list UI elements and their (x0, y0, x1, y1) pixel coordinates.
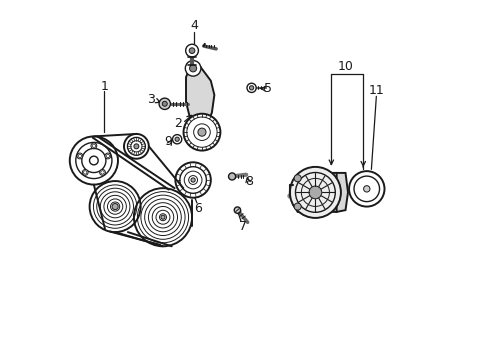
Circle shape (246, 83, 256, 93)
Text: 8: 8 (244, 175, 252, 188)
Polygon shape (336, 173, 347, 212)
Circle shape (191, 178, 195, 182)
Circle shape (78, 154, 81, 158)
Circle shape (189, 48, 195, 54)
Circle shape (308, 186, 321, 199)
Circle shape (161, 215, 164, 219)
Text: 4: 4 (190, 19, 198, 32)
Circle shape (162, 101, 167, 106)
Circle shape (228, 173, 235, 180)
Circle shape (348, 171, 384, 207)
Circle shape (185, 44, 198, 57)
Text: 2: 2 (174, 117, 182, 130)
Circle shape (172, 135, 182, 144)
Circle shape (77, 153, 82, 159)
Text: 11: 11 (368, 84, 384, 97)
Circle shape (183, 114, 220, 150)
Circle shape (101, 171, 104, 174)
Circle shape (106, 154, 109, 158)
Circle shape (293, 175, 301, 182)
Circle shape (175, 137, 179, 141)
Circle shape (134, 144, 139, 149)
Circle shape (189, 65, 196, 72)
Circle shape (289, 167, 340, 218)
Circle shape (91, 143, 97, 149)
Text: 3: 3 (147, 93, 155, 106)
Text: 7: 7 (239, 220, 246, 233)
Polygon shape (185, 64, 214, 125)
Circle shape (112, 203, 118, 210)
Text: 6: 6 (194, 202, 202, 215)
Circle shape (198, 128, 205, 136)
Text: 5: 5 (263, 82, 271, 95)
Circle shape (363, 186, 369, 192)
Circle shape (89, 156, 98, 165)
Circle shape (82, 170, 88, 175)
Circle shape (92, 144, 95, 148)
Circle shape (234, 207, 240, 213)
Polygon shape (293, 173, 339, 212)
Circle shape (159, 98, 170, 109)
Circle shape (249, 86, 253, 90)
Circle shape (83, 171, 87, 174)
Circle shape (293, 203, 301, 210)
Circle shape (105, 153, 110, 159)
Text: 9: 9 (164, 135, 172, 148)
Text: 1: 1 (101, 80, 108, 93)
Circle shape (185, 60, 201, 76)
Text: 10: 10 (337, 60, 353, 73)
Circle shape (100, 170, 105, 175)
